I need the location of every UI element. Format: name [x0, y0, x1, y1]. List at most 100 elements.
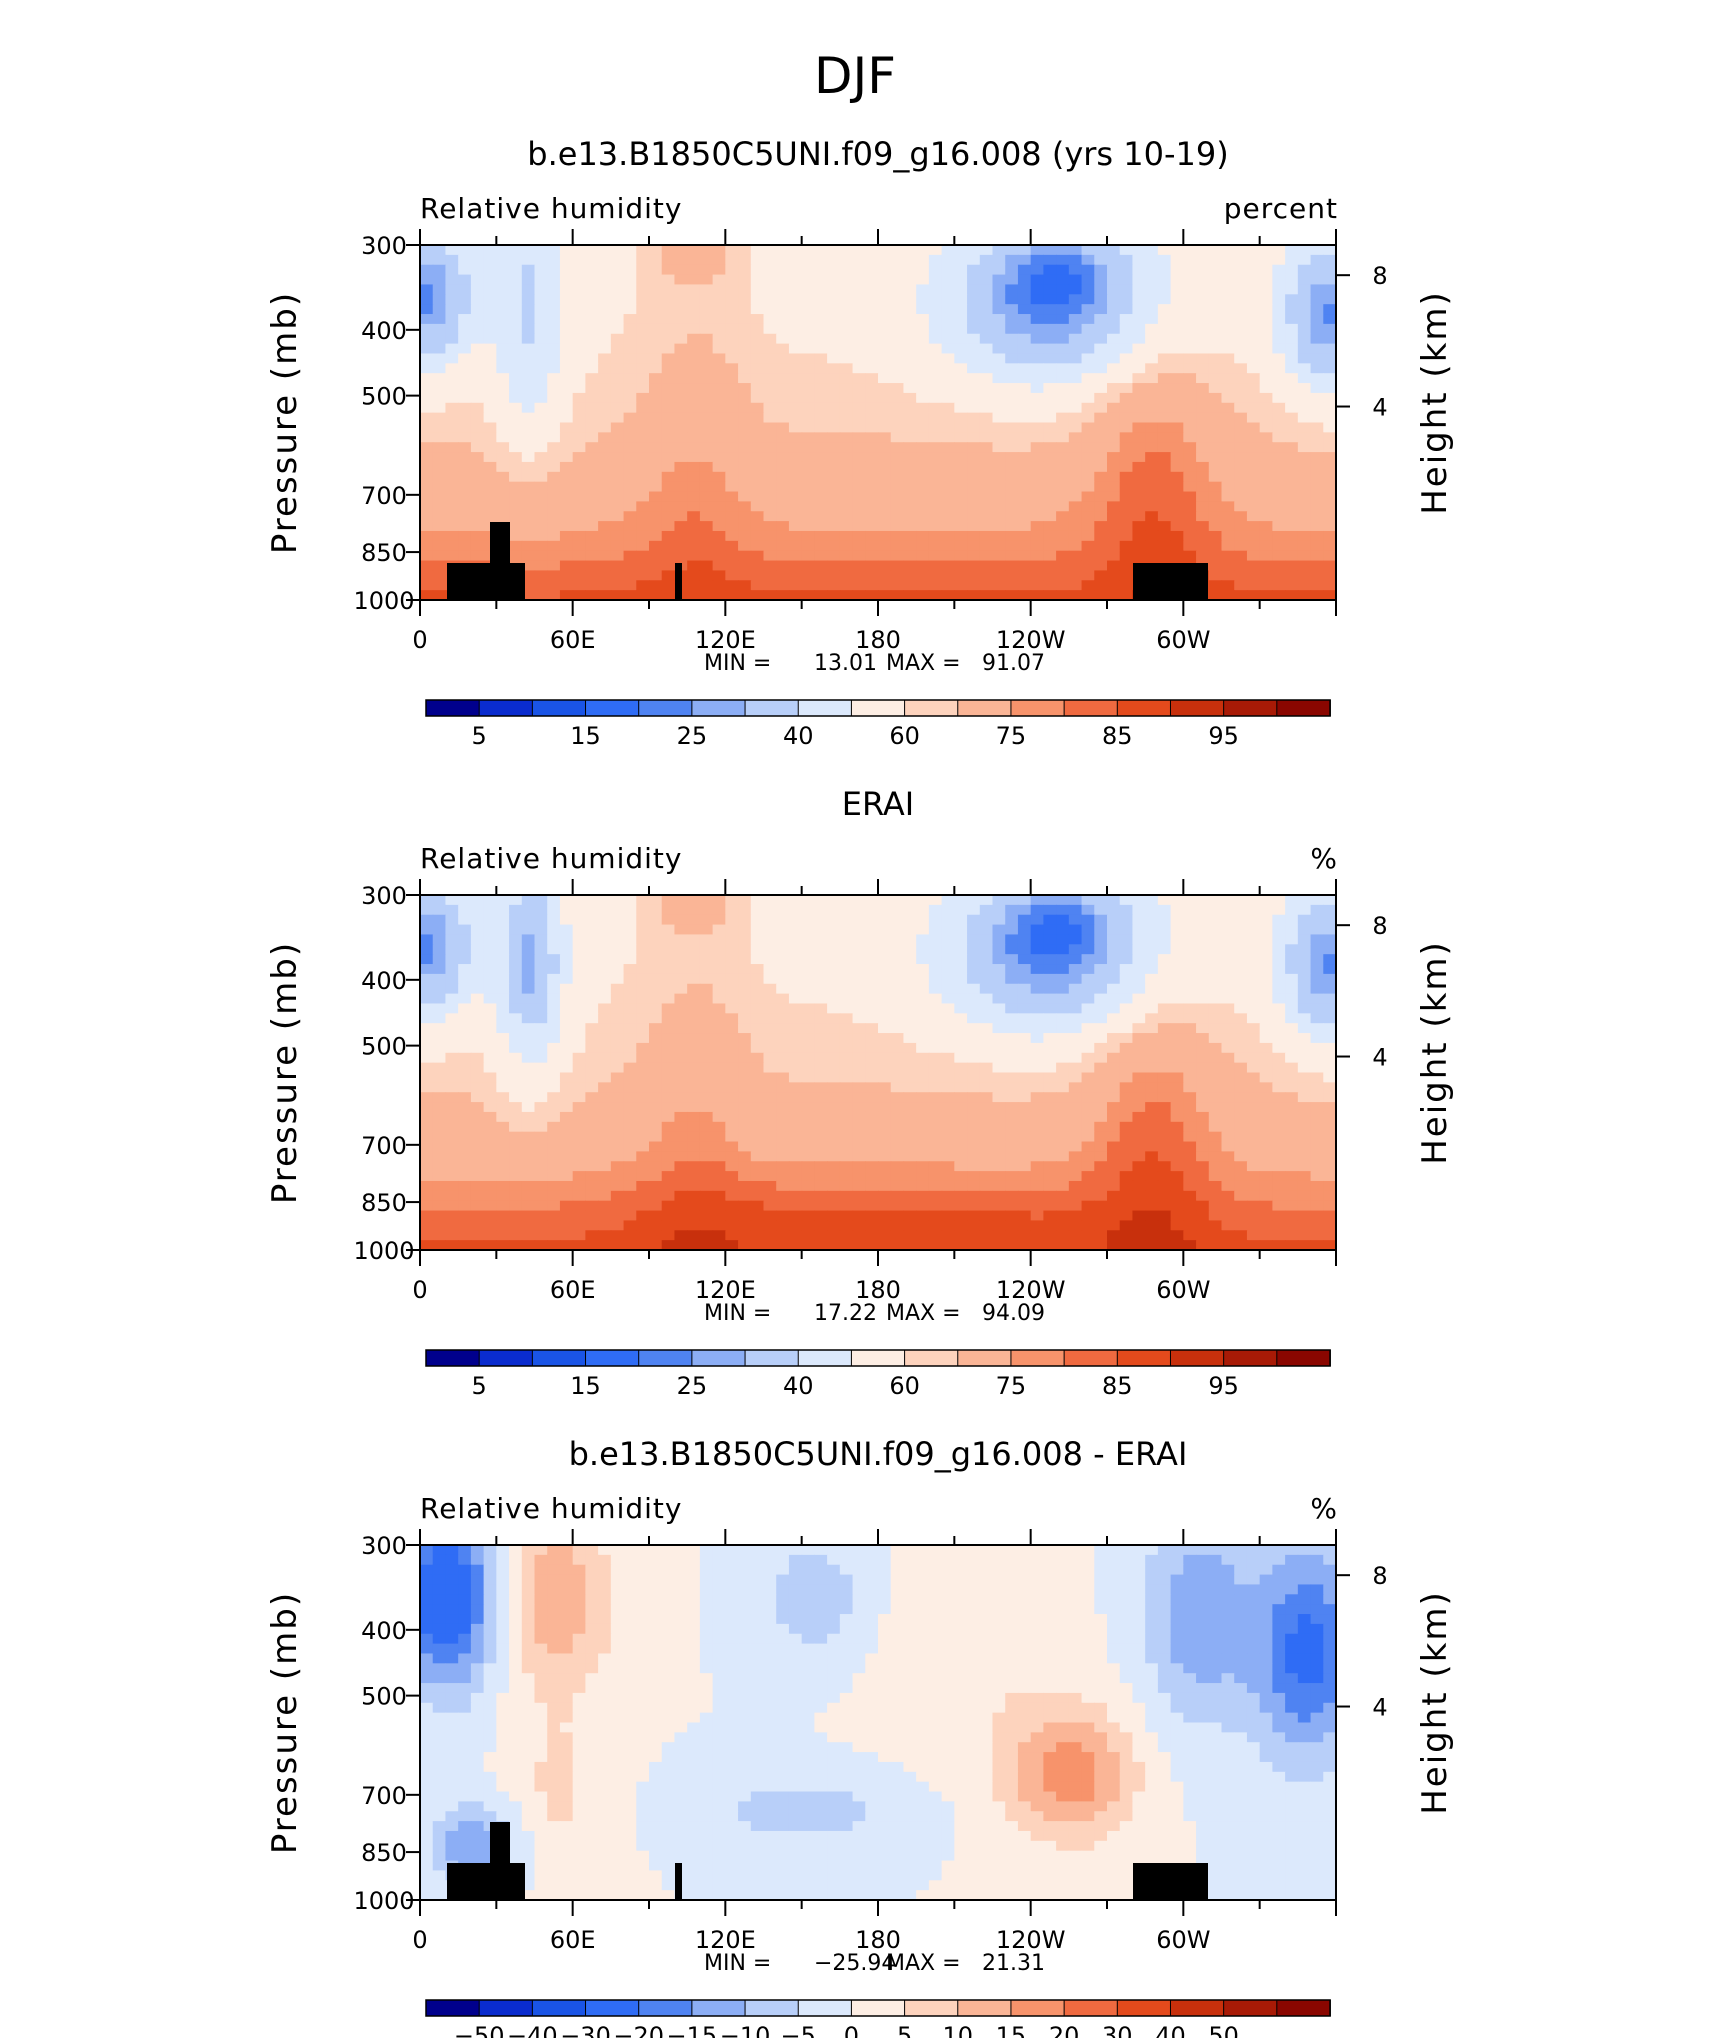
contour-cell: [1017, 993, 1032, 1005]
contour-cell: [1285, 521, 1299, 532]
contour-cell: [1310, 402, 1324, 414]
contour-cell: [432, 442, 447, 453]
contour-cell: [852, 245, 866, 256]
contour-cell: [738, 274, 752, 286]
contour-cell: [674, 481, 688, 493]
contour-cell: [1043, 540, 1057, 552]
contour-cell: [903, 1072, 917, 1083]
contour-cell: [1285, 304, 1299, 315]
colorbar-swatch: [850, 699, 906, 717]
contour-cell: [1310, 944, 1324, 955]
contour-cell: [1145, 904, 1159, 916]
contour-cell: [432, 983, 447, 995]
contour-cell: [776, 1102, 790, 1113]
contour-cell: [661, 540, 676, 552]
contour-cell: [967, 501, 981, 512]
contour-cell: [1081, 294, 1095, 305]
contour-cell: [585, 1092, 599, 1103]
contour-cell: [534, 1042, 548, 1054]
contour-cell: [1297, 580, 1312, 591]
contour-cell: [954, 550, 968, 562]
contour-cell: [1246, 442, 1261, 453]
contour-cell: [610, 570, 625, 581]
contour-cell: [1157, 983, 1172, 995]
contour-cell: [1272, 471, 1286, 483]
contour-cell: [992, 491, 1006, 502]
contour-cell: [1132, 1072, 1146, 1083]
contour-cell: [750, 560, 765, 572]
contour-cell: [674, 294, 688, 305]
contour-cell: [814, 1151, 828, 1162]
contour-cell: [1170, 1042, 1184, 1054]
contour-cell: [941, 1042, 955, 1054]
contour-cell: [967, 1190, 981, 1202]
contour-cell: [699, 954, 714, 965]
contour-cell: [890, 254, 905, 266]
contour-cell: [636, 343, 650, 355]
contour-cell: [687, 1062, 701, 1074]
contour-cell: [928, 245, 943, 256]
contour-cell: [725, 314, 739, 325]
contour-cell: [979, 1171, 994, 1182]
contour-cell: [547, 521, 561, 532]
contour-cell: [687, 511, 701, 522]
contour-cell: [903, 993, 917, 1005]
contour-cell: [1094, 392, 1108, 404]
contour-cell: [687, 993, 701, 1005]
contour-cell: [1170, 353, 1184, 364]
contour-cell: [865, 944, 879, 955]
contour-cell: [865, 954, 879, 965]
contour-cell: [1310, 1151, 1324, 1162]
contour-cell: [1259, 924, 1273, 936]
contour-cell: [954, 944, 968, 955]
contour-cell: [725, 895, 739, 906]
contour-cell: [636, 245, 650, 256]
contour-cell: [585, 491, 599, 502]
contour-cell: [1183, 993, 1197, 1005]
contour-cell: [865, 383, 879, 394]
contour-cell: [1094, 304, 1108, 315]
contour-cell: [967, 580, 981, 591]
contour-cell: [420, 284, 434, 295]
contour-cell: [598, 422, 612, 433]
contour-cell: [699, 1023, 714, 1034]
contour-cell: [1234, 333, 1248, 345]
contour-cell: [649, 1111, 663, 1123]
contour-cell: [788, 964, 803, 975]
contour-cell: [1043, 245, 1057, 256]
contour-cell: [699, 511, 714, 522]
contour-cell: [521, 471, 536, 483]
contour-cell: [928, 392, 943, 404]
contour-cell: [699, 530, 714, 542]
contour-cell: [1005, 934, 1019, 945]
contour-cell: [661, 481, 676, 493]
contour-cell: [585, 934, 599, 945]
contour-cell: [967, 895, 981, 906]
contour-cell: [1234, 580, 1248, 591]
contour-cell: [559, 383, 574, 394]
contour-cell: [1145, 383, 1159, 394]
contour-cell: [750, 1013, 765, 1024]
contour-cell: [1285, 914, 1299, 926]
contour-cell: [1056, 511, 1070, 522]
contour-cell: [547, 530, 561, 542]
contour-cell: [1196, 314, 1210, 325]
contour-cell: [878, 993, 892, 1005]
contour-cell: [814, 1111, 828, 1123]
contour-cell: [890, 422, 905, 433]
contour-cell: [878, 323, 892, 335]
contour-cell: [1132, 432, 1146, 443]
contour-cell: [992, 392, 1006, 404]
contour-cell: [1005, 1190, 1019, 1202]
contour-cell: [725, 1033, 739, 1044]
contour-cell: [916, 1161, 930, 1172]
contour-cell: [801, 1092, 815, 1103]
contour-cell: [610, 284, 625, 295]
contour-cell: [992, 1062, 1006, 1074]
contour-cell: [1170, 954, 1184, 965]
contour-cell: [547, 1023, 561, 1034]
contour-cell: [890, 983, 905, 995]
contour-cell: [979, 294, 994, 305]
contour-cell: [470, 1033, 485, 1044]
contour-cell: [992, 471, 1006, 483]
